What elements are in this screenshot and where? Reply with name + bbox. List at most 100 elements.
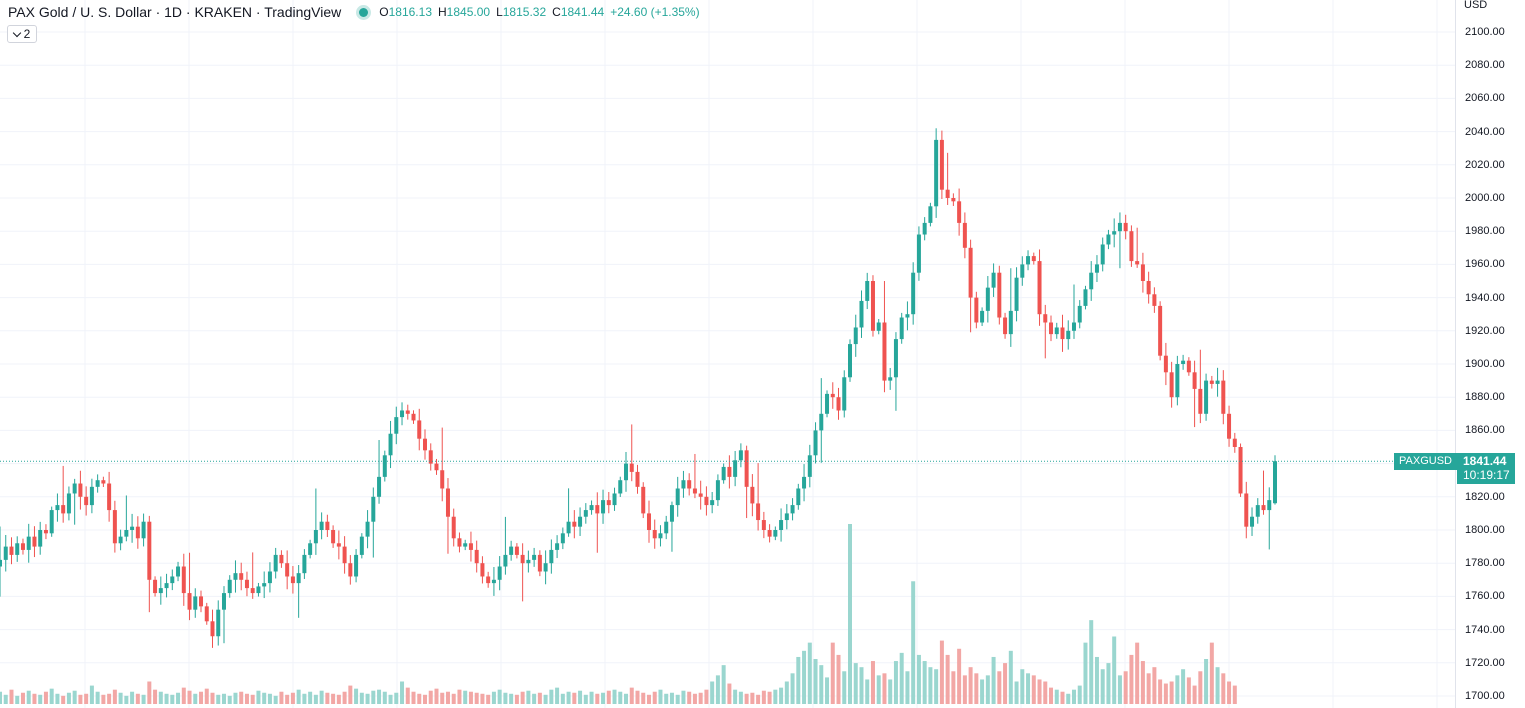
volume-bar: [1026, 673, 1031, 704]
candle-body: [1117, 222, 1122, 232]
candle-body: [1198, 388, 1203, 414]
candle-body: [520, 554, 525, 564]
candle-body: [1267, 500, 1272, 511]
candle-body: [652, 530, 657, 539]
volume-bar: [583, 694, 588, 704]
volume-bar: [756, 694, 761, 704]
volume-bar: [750, 692, 755, 704]
candle-body: [267, 571, 272, 584]
volume-bar: [187, 690, 192, 704]
candle-body: [893, 339, 898, 378]
candle-body: [457, 538, 462, 547]
volume-bar: [641, 692, 646, 704]
volume-bar: [779, 687, 784, 704]
volume-bar: [118, 692, 123, 704]
volume-bar: [819, 665, 824, 704]
candle-body: [342, 546, 347, 564]
volume-bar: [43, 691, 48, 704]
candle-body: [1014, 277, 1019, 311]
volume-bar: [313, 694, 318, 704]
volume-bar: [348, 685, 353, 704]
volume-bar: [95, 691, 100, 704]
volume-bar: [526, 690, 531, 704]
volume-bar: [1031, 675, 1036, 704]
volume-bar: [1112, 636, 1117, 704]
candle-body: [761, 520, 766, 530]
volume-bar: [589, 691, 594, 704]
volume-bar: [698, 692, 703, 704]
candle-body: [980, 310, 985, 323]
volume-bar: [980, 679, 985, 704]
candle-body: [302, 554, 307, 574]
price-tick: 2100.00: [1465, 26, 1505, 38]
candle-body: [876, 322, 881, 331]
volume-bar: [1181, 669, 1186, 704]
last-price-tag: 1841.44 10:19:17: [1457, 453, 1515, 484]
price-scale[interactable]: USD 2100.00 2080.00 2060.00 2040.00 2020.00 2…: [1455, 0, 1525, 708]
volume-bar: [9, 689, 14, 704]
volume-bar: [618, 691, 623, 704]
candle-body: [934, 139, 939, 207]
candle-body: [899, 317, 904, 340]
volume-bar: [239, 691, 244, 704]
candle-body: [572, 521, 577, 527]
price-chart[interactable]: [0, 0, 1455, 708]
price-tick: 2020.00: [1465, 158, 1505, 171]
volume-bar: [49, 688, 54, 704]
candle-body: [1135, 261, 1140, 265]
price-tick: 1720.00: [1465, 656, 1505, 669]
volume-bar: [440, 692, 445, 704]
volume-bar: [233, 692, 238, 704]
open-value: 1816.13: [388, 5, 432, 19]
candle-body: [377, 476, 382, 497]
high-value: 1845.00: [446, 5, 491, 19]
candle-body: [612, 493, 617, 506]
indicators-collapse-button[interactable]: 2: [7, 25, 37, 43]
volume-bar: [1089, 620, 1094, 704]
candle-body: [55, 505, 60, 511]
volume-bar: [687, 691, 692, 704]
candle-body: [1066, 330, 1071, 340]
candle-body: [256, 586, 261, 594]
candle-body: [962, 222, 967, 248]
volume-bar: [342, 691, 347, 704]
symbol-title[interactable]: PAX Gold / U. S. Dollar · 1D · KRAKEN · …: [8, 4, 342, 20]
price-tick: 1920.00: [1465, 324, 1505, 337]
market-status-icon[interactable]: [359, 7, 369, 17]
volume-bar: [354, 688, 359, 704]
volume-bar: [664, 693, 669, 704]
volume-bar: [773, 689, 778, 704]
volume-bar: [595, 693, 600, 704]
price-tick: 1940.00: [1465, 291, 1505, 304]
volume-bar: [457, 689, 462, 704]
candle-body: [325, 521, 330, 530]
candle-body: [836, 397, 841, 411]
candle-body: [43, 530, 48, 534]
volume-bar: [601, 692, 606, 704]
candle-body: [945, 189, 950, 198]
volume-bar: [273, 695, 278, 704]
volume-bar: [451, 693, 456, 704]
candle-body: [578, 516, 583, 527]
volume-bar: [221, 693, 226, 704]
candle-body: [371, 496, 376, 522]
candle-body: [308, 543, 313, 555]
candle-body: [26, 536, 31, 550]
candle-body: [1123, 222, 1128, 232]
candle-body: [204, 606, 209, 622]
candle-body: [84, 496, 89, 506]
candle-body: [1238, 447, 1243, 494]
volume-bar: [1106, 663, 1111, 704]
currency-label[interactable]: USD: [1464, 0, 1488, 11]
volume-bar: [1020, 669, 1025, 704]
price-tick: 1900.00: [1465, 358, 1505, 370]
candle-body: [1037, 261, 1042, 315]
volume-bar: [624, 693, 629, 704]
volume-bar: [848, 524, 852, 704]
volume-bar: [715, 675, 720, 704]
close-value: 1841.44: [560, 5, 605, 19]
volume-bar: [1146, 673, 1151, 704]
candle-body: [1054, 327, 1059, 335]
volume-bar: [101, 694, 106, 704]
candle-body: [428, 450, 433, 464]
